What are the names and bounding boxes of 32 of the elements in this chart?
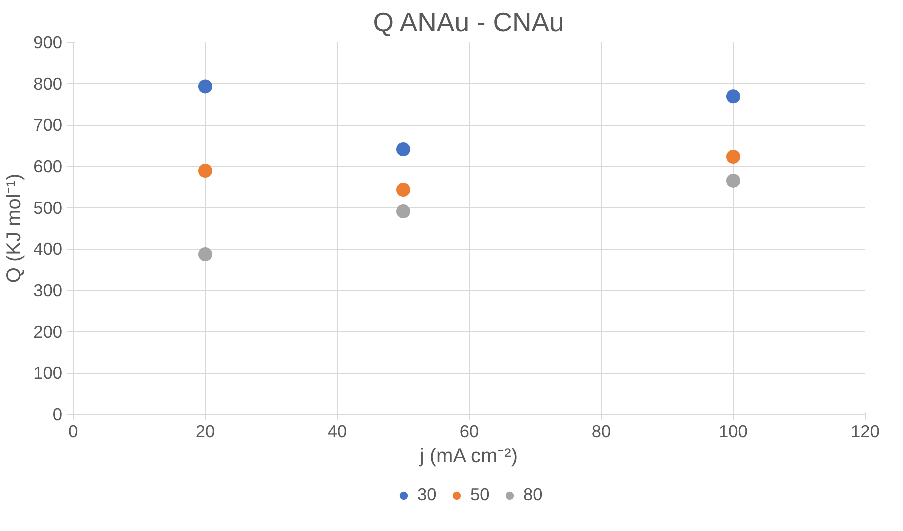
y-tick-label: 400 (34, 239, 63, 260)
legend-label: 80 (524, 484, 544, 506)
point (726, 174, 740, 188)
y-tick-label: 200 (34, 322, 63, 342)
point (726, 90, 740, 104)
y-tick-label: 800 (34, 74, 63, 94)
y-tick-label: 500 (34, 198, 63, 218)
x-tick-label: 120 (851, 422, 880, 442)
point (726, 150, 740, 164)
y-tick-label: 600 (34, 156, 63, 176)
point (198, 80, 212, 94)
y-tick-label: 900 (34, 32, 63, 52)
x-tick-label: 100 (719, 422, 748, 442)
y-tick-label: 100 (34, 363, 63, 384)
y-tick-label: 300 (34, 280, 63, 300)
legend-label: 50 (470, 484, 490, 506)
legend-label: 30 (418, 484, 438, 506)
chart-title: Q ANAu - CNAu (373, 8, 564, 38)
x-tick-label: 20 (196, 422, 216, 442)
point (396, 142, 410, 157)
x-tick-label: 40 (328, 422, 348, 442)
x-tick-label: 80 (592, 422, 612, 442)
point (396, 183, 410, 198)
y-tick-label: 700 (34, 115, 63, 136)
x-tick-label: 60 (460, 422, 480, 442)
x-tick-label: 0 (68, 422, 78, 442)
x-axis-title: j (mA cm⁻²) (418, 446, 518, 468)
y-tick-label: 0 (52, 404, 63, 424)
point (198, 164, 212, 178)
y-axis-title: Q (KJ mol⁻¹) (4, 174, 26, 284)
point (396, 204, 410, 219)
point (198, 248, 212, 262)
